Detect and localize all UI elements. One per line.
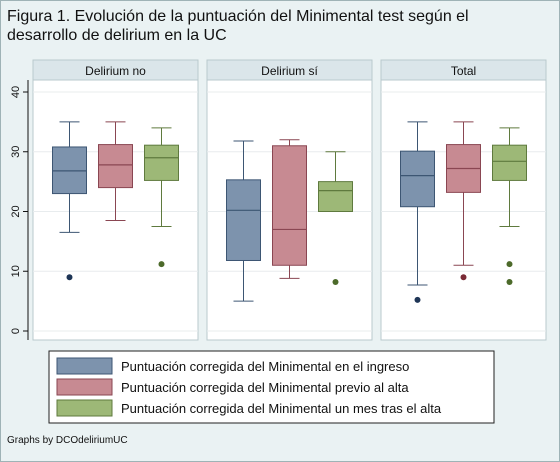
box-iqr bbox=[318, 181, 353, 212]
box-series-1 bbox=[52, 121, 87, 281]
legend-box bbox=[48, 350, 495, 424]
outlier-point bbox=[66, 274, 73, 281]
graph-note: Graphs by DCOdeliriumUC bbox=[7, 435, 128, 446]
legend-label: Puntuación corregida del Minimental en e… bbox=[121, 359, 409, 374]
y-tick-label: 10 bbox=[10, 265, 22, 277]
legend-item-3: Puntuación corregida del Minimental un m… bbox=[56, 399, 442, 417]
legend: Puntuación corregida del Minimental en e… bbox=[48, 350, 495, 424]
y-tick-label: 30 bbox=[10, 146, 22, 158]
outlier-point bbox=[506, 279, 513, 286]
box-series-2 bbox=[272, 139, 307, 279]
panel-label: Delirium sí bbox=[261, 64, 318, 78]
legend-swatch bbox=[56, 399, 113, 417]
outlier-point bbox=[506, 261, 513, 268]
legend-label: Puntuación corregida del Minimental un m… bbox=[121, 401, 442, 416]
box-series-3 bbox=[492, 127, 527, 286]
box-iqr bbox=[226, 179, 261, 261]
outlier-point bbox=[158, 261, 165, 268]
box-iqr bbox=[400, 150, 435, 208]
outlier-point bbox=[414, 296, 421, 303]
box-iqr bbox=[492, 144, 527, 181]
box-series-2 bbox=[446, 121, 481, 281]
box-series-1 bbox=[400, 121, 435, 303]
y-tick-label: 40 bbox=[10, 86, 22, 98]
legend-label: Puntuación corregida del Minimental prev… bbox=[121, 380, 409, 395]
box-series-2 bbox=[98, 121, 133, 221]
y-tick-label: 0 bbox=[10, 328, 22, 334]
box-iqr bbox=[272, 145, 307, 266]
title-line-2: desarrollo de delirium en la UC bbox=[7, 27, 227, 44]
outlier-point bbox=[332, 279, 339, 286]
legend-swatch bbox=[56, 378, 113, 396]
box-plot-chart: 0 10 20 30 40 Delirium no Delirium sí Total bbox=[10, 59, 547, 341]
panel-1: Delirium no bbox=[32, 59, 199, 341]
y-axis: 0 10 20 30 40 bbox=[10, 80, 29, 340]
legend-item-2: Puntuación corregida del Minimental prev… bbox=[56, 378, 409, 396]
box-series-3 bbox=[144, 127, 179, 268]
box-iqr bbox=[144, 144, 179, 181]
legend-swatch bbox=[56, 357, 113, 375]
panel-3: Total bbox=[380, 59, 547, 341]
title-line-1: Figura 1. Evolución de la puntuación del… bbox=[7, 8, 469, 25]
panel-label: Total bbox=[451, 64, 476, 78]
panel-2: Delirium sí bbox=[206, 59, 373, 341]
box-series-1 bbox=[226, 140, 261, 302]
box-series-3 bbox=[318, 151, 353, 286]
y-tick-label: 20 bbox=[10, 205, 22, 217]
box-iqr bbox=[98, 144, 133, 189]
panel-label: Delirium no bbox=[85, 64, 146, 78]
outlier-point bbox=[460, 274, 467, 281]
legend-item-1: Puntuación corregida del Minimental en e… bbox=[56, 357, 409, 375]
